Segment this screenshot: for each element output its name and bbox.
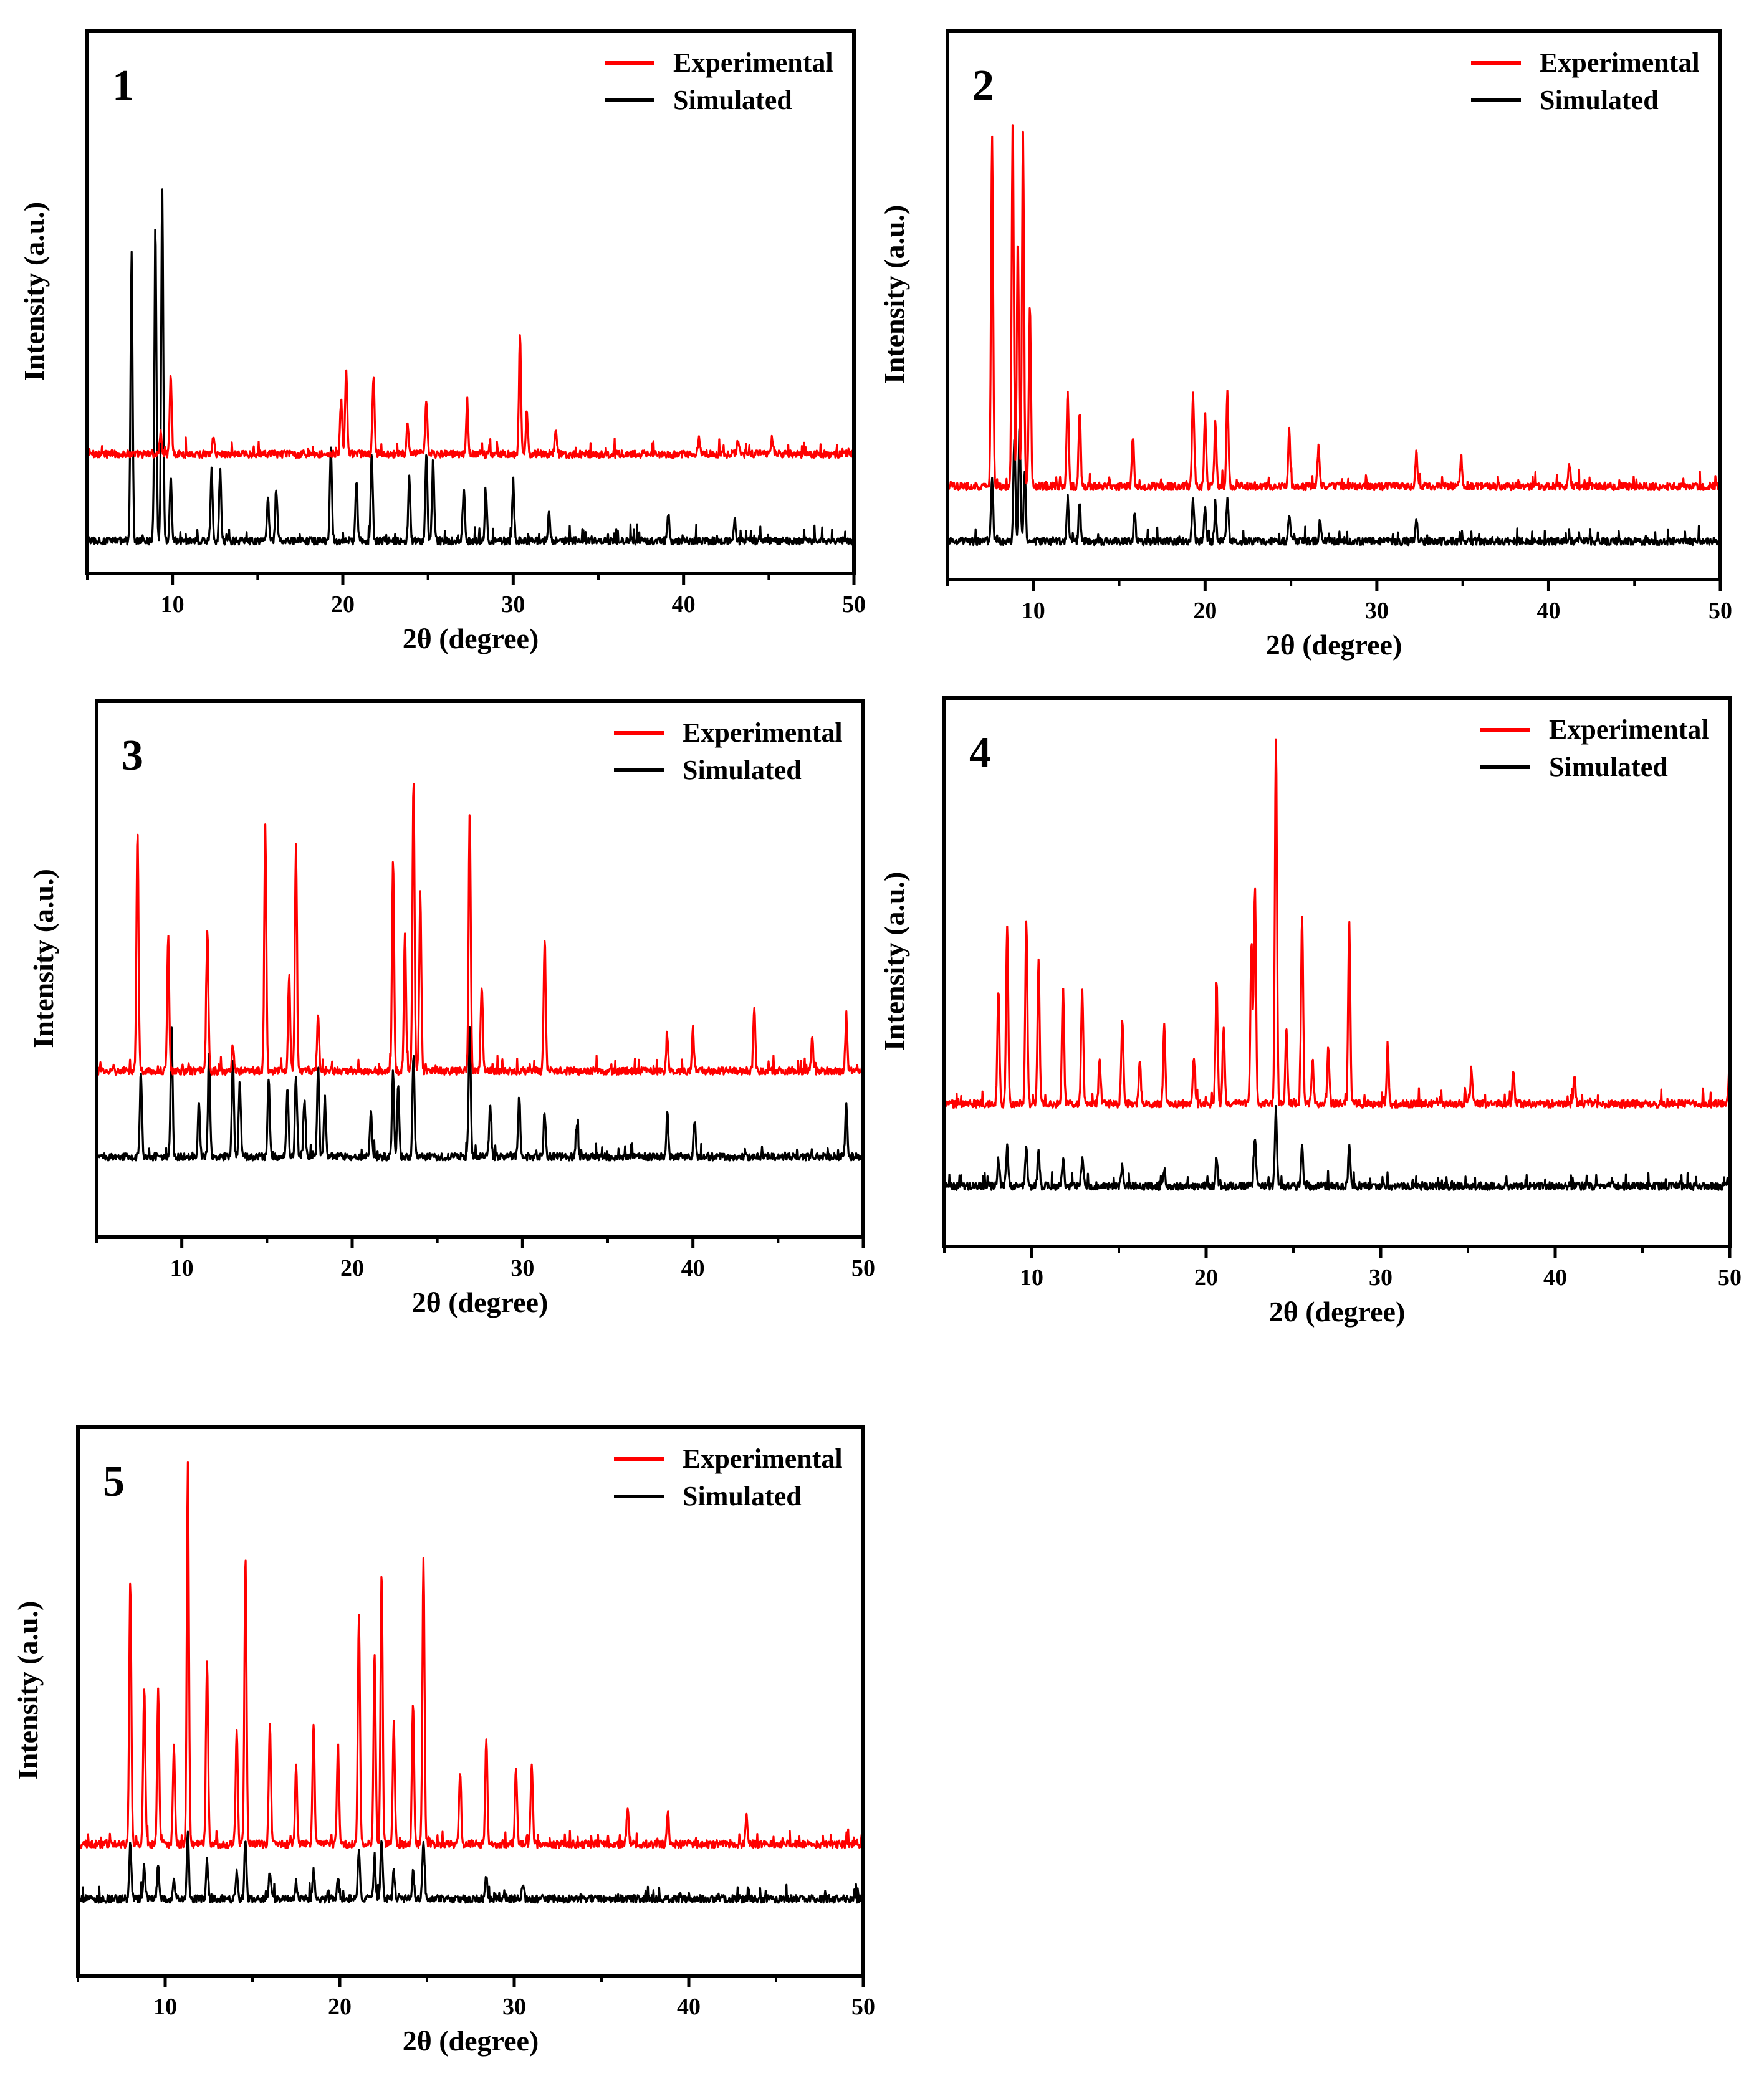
plot-frame [942, 696, 1732, 1248]
legend-label-simulated: Simulated [673, 85, 792, 115]
chart-panel-5: 10 20 30 40 50 2θ (degree) Intensity (a.u.) 5 Ex… [12, 1425, 875, 2057]
x-tick-label: 10 [1022, 598, 1045, 624]
x-tick-label: 10 [1020, 1265, 1043, 1291]
plot-frame [76, 1425, 865, 1978]
x-tick-label: 50 [851, 1994, 875, 2020]
x-tick-label: 10 [161, 591, 185, 618]
x-tick-label: 40 [677, 1994, 701, 2020]
panel-number: 2 [972, 62, 994, 110]
legend-label-simulated: Simulated [683, 1481, 802, 1511]
series-line-simulated [89, 188, 852, 546]
chart-panel-3: 10 20 30 40 50 2θ (degree) Intensity (a.u.) 3 Ex… [27, 699, 875, 1318]
panel-number: 5 [103, 1458, 125, 1506]
series-line-simulated [949, 424, 1718, 547]
x-tick-label: 30 [511, 1255, 534, 1281]
x-tick-label: 10 [170, 1255, 194, 1281]
series-line-experimental [80, 1461, 861, 1849]
legend-label-experimental: Experimental [683, 1443, 843, 1474]
x-tick-label: 30 [502, 1994, 526, 2020]
series-line-simulated [946, 1105, 1728, 1191]
x-tick-label: 20 [1193, 598, 1217, 624]
x-axis-title: 2θ (degree) [1266, 629, 1402, 661]
x-tick-label: 30 [1365, 598, 1389, 624]
x-tick-label: 50 [1709, 598, 1732, 624]
panel-number: 1 [112, 62, 134, 110]
chart-panel-4: 10 20 30 40 50 2θ (degree) Intensity (a.u.) 4 Ex… [878, 696, 1742, 1328]
legend-label-simulated: Simulated [1549, 752, 1668, 782]
legend-label-experimental: Experimental [1549, 714, 1709, 745]
x-tick-label: 50 [1718, 1265, 1742, 1291]
legend-label-experimental: Experimental [683, 717, 843, 748]
x-tick-label: 40 [681, 1255, 705, 1281]
series-line-simulated [80, 1830, 861, 1904]
x-axis-title: 2θ (degree) [403, 623, 539, 654]
series-line-experimental [946, 738, 1728, 1109]
panel-number: 3 [122, 732, 143, 780]
x-tick-label: 20 [340, 1255, 364, 1281]
series-line-simulated [98, 1026, 861, 1162]
legend-label-experimental: Experimental [673, 47, 833, 78]
x-axis-title: 2θ (degree) [412, 1286, 549, 1318]
chart-panel-1: 10 20 30 40 50 2θ (degree) Intensity (a.u.) 1 Ex… [18, 29, 866, 654]
y-axis-title: Intensity (a.u.) [27, 869, 59, 1048]
plot-frame [946, 29, 1722, 581]
legend-label-experimental: Experimental [1540, 47, 1700, 78]
y-axis-title: Intensity (a.u.) [878, 205, 910, 385]
x-tick-label: 30 [501, 591, 525, 618]
plot-frame [95, 699, 865, 1239]
legend-label-simulated: Simulated [1540, 85, 1659, 115]
x-axis-title: 2θ (degree) [403, 2025, 539, 2057]
series-line-experimental [949, 124, 1718, 492]
x-tick-label: 40 [672, 591, 696, 618]
legend-label-simulated: Simulated [683, 755, 802, 785]
x-axis-title: 2θ (degree) [1269, 1296, 1406, 1328]
y-axis-title: Intensity (a.u.) [878, 872, 910, 1051]
x-tick-label: 20 [328, 1994, 352, 2020]
panel-number: 4 [969, 729, 991, 777]
y-axis-title: Intensity (a.u.) [12, 1601, 44, 1781]
plot-frame [85, 29, 856, 575]
x-tick-label: 40 [1536, 598, 1560, 624]
x-tick-label: 10 [153, 1994, 177, 2020]
x-tick-label: 50 [851, 1255, 875, 1281]
series-line-experimental [98, 783, 861, 1076]
x-tick-label: 40 [1543, 1265, 1567, 1291]
x-tick-label: 50 [842, 591, 866, 618]
chart-panel-2: 10 20 30 40 50 2θ (degree) Intensity (a.u.) 2 Ex… [878, 29, 1732, 661]
y-axis-title: Intensity (a.u.) [18, 202, 50, 381]
x-tick-label: 20 [331, 591, 355, 618]
x-tick-label: 20 [1194, 1265, 1218, 1291]
x-tick-label: 30 [1369, 1265, 1393, 1291]
series-line-experimental [89, 334, 852, 459]
